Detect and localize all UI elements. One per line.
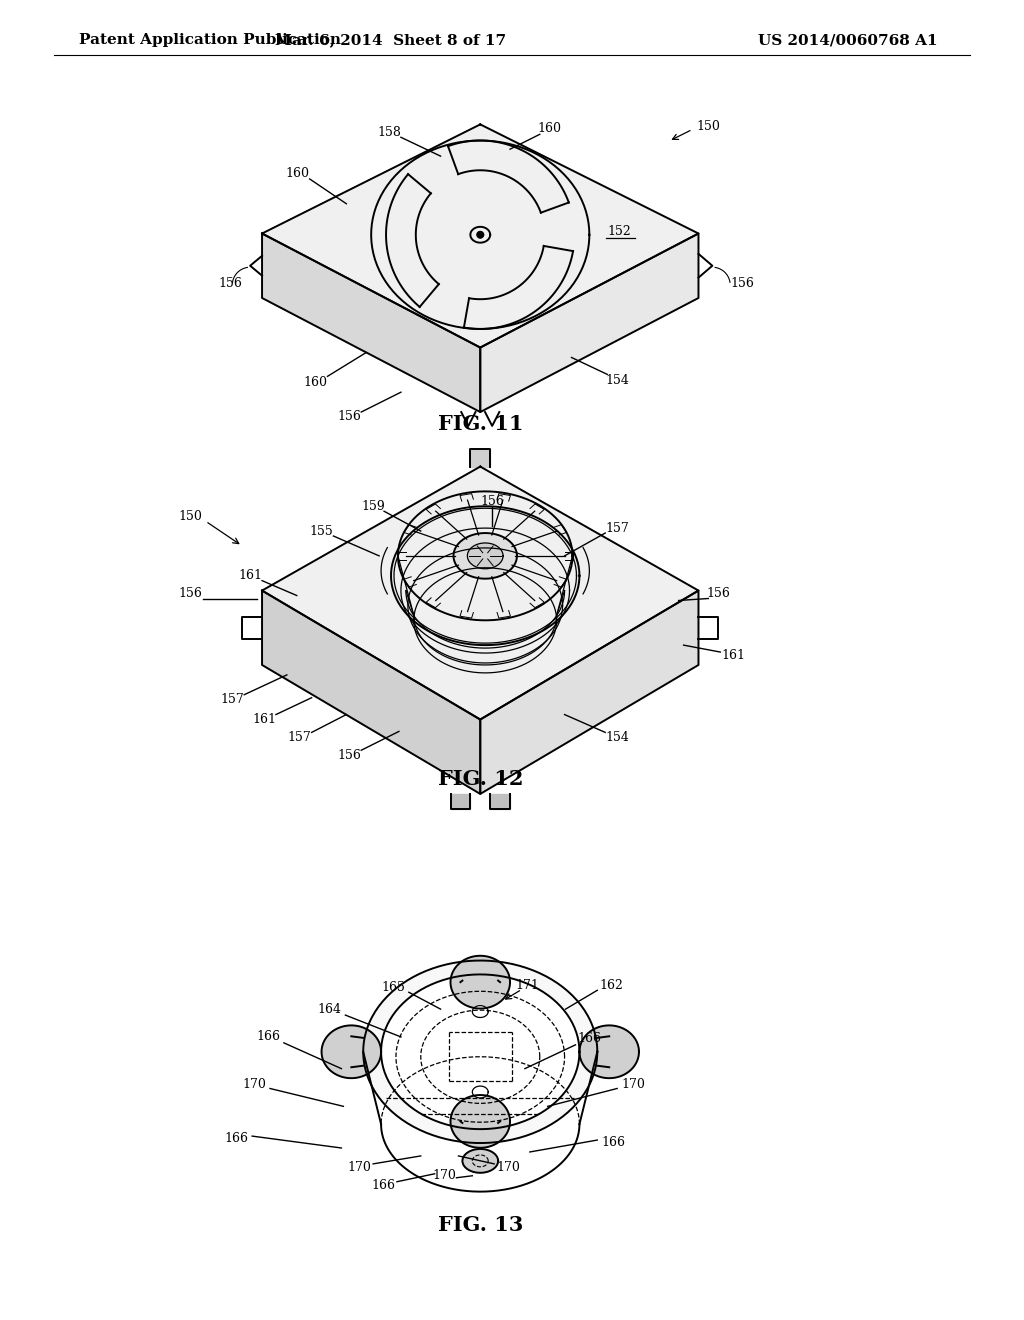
Text: 156: 156 xyxy=(707,587,730,601)
Text: 156: 156 xyxy=(337,748,361,762)
Polygon shape xyxy=(262,590,480,793)
Polygon shape xyxy=(364,961,597,1143)
Polygon shape xyxy=(480,590,698,793)
Text: 166: 166 xyxy=(601,1135,626,1148)
Polygon shape xyxy=(394,508,577,643)
Polygon shape xyxy=(451,793,470,809)
Polygon shape xyxy=(463,1148,498,1172)
Text: 154: 154 xyxy=(605,374,629,387)
Text: 156: 156 xyxy=(179,587,203,601)
Text: 156: 156 xyxy=(337,411,361,424)
Text: 160: 160 xyxy=(286,168,309,181)
Text: 156: 156 xyxy=(218,277,243,289)
Text: 157: 157 xyxy=(288,731,311,744)
Text: 171: 171 xyxy=(516,979,540,991)
Polygon shape xyxy=(391,507,580,645)
Polygon shape xyxy=(262,124,698,347)
Text: 160: 160 xyxy=(303,376,328,389)
Polygon shape xyxy=(490,793,510,809)
Text: 166: 166 xyxy=(224,1131,248,1144)
Text: 156: 156 xyxy=(480,495,504,508)
Polygon shape xyxy=(381,974,580,1129)
Text: 170: 170 xyxy=(347,1162,371,1175)
Text: 157: 157 xyxy=(605,521,629,535)
Text: 170: 170 xyxy=(432,1170,457,1183)
Text: 162: 162 xyxy=(599,979,624,991)
Polygon shape xyxy=(467,543,503,569)
Text: 152: 152 xyxy=(607,224,631,238)
Text: 165: 165 xyxy=(381,981,404,994)
Text: 161: 161 xyxy=(252,713,276,726)
Polygon shape xyxy=(262,234,480,412)
Text: Patent Application Publication: Patent Application Publication xyxy=(79,33,341,48)
Polygon shape xyxy=(472,1006,488,1018)
Polygon shape xyxy=(322,1026,381,1078)
Text: 166: 166 xyxy=(256,1031,280,1043)
Text: Mar. 6, 2014  Sheet 8 of 17: Mar. 6, 2014 Sheet 8 of 17 xyxy=(275,33,507,48)
Polygon shape xyxy=(454,533,517,578)
Text: 150: 150 xyxy=(179,510,203,523)
Polygon shape xyxy=(580,1026,639,1078)
Text: 166: 166 xyxy=(578,1032,601,1045)
Text: US 2014/0060768 A1: US 2014/0060768 A1 xyxy=(758,33,938,48)
Text: 156: 156 xyxy=(730,277,754,289)
Text: 170: 170 xyxy=(243,1078,266,1092)
Text: 170: 170 xyxy=(496,1162,520,1175)
Text: 157: 157 xyxy=(220,693,244,706)
Text: 155: 155 xyxy=(309,524,334,537)
Text: FIG. 12: FIG. 12 xyxy=(437,770,523,789)
Text: 154: 154 xyxy=(605,731,629,744)
Text: 166: 166 xyxy=(371,1179,395,1192)
Text: 159: 159 xyxy=(361,500,385,512)
Text: 170: 170 xyxy=(622,1078,645,1092)
Text: 161: 161 xyxy=(239,569,262,582)
Text: 164: 164 xyxy=(317,1003,341,1015)
Polygon shape xyxy=(262,466,698,719)
Text: FIG. 11: FIG. 11 xyxy=(437,414,523,434)
Polygon shape xyxy=(451,956,510,1008)
Text: 160: 160 xyxy=(538,121,562,135)
Polygon shape xyxy=(470,449,490,466)
Text: 161: 161 xyxy=(721,648,745,661)
Polygon shape xyxy=(472,1086,488,1098)
Polygon shape xyxy=(477,232,483,238)
Text: 150: 150 xyxy=(696,120,720,133)
Text: 158: 158 xyxy=(377,125,401,139)
Text: FIG. 13: FIG. 13 xyxy=(437,1216,523,1236)
Polygon shape xyxy=(451,1096,510,1148)
Polygon shape xyxy=(480,234,698,412)
Polygon shape xyxy=(371,140,590,329)
